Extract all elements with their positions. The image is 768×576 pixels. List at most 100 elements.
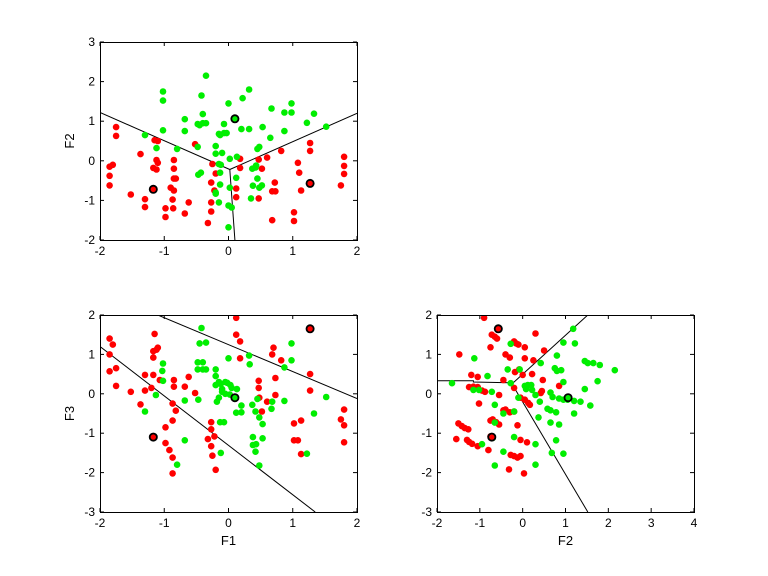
data-point-red <box>340 406 348 413</box>
data-point-green <box>553 352 561 359</box>
data-point-red <box>487 344 494 351</box>
data-point-red <box>456 351 463 358</box>
data-point-green <box>281 397 288 405</box>
data-point-red <box>106 368 113 375</box>
data-point-red <box>290 420 298 427</box>
data-point-red <box>127 388 135 396</box>
data-point-green <box>535 414 542 421</box>
data-point-red <box>555 382 563 390</box>
y-tick-label: -3 <box>421 505 432 519</box>
data-point-red <box>532 330 539 337</box>
data-point-red <box>528 370 536 378</box>
data-point-green <box>560 450 567 458</box>
data-point-red <box>258 165 266 172</box>
data-point-red <box>340 153 348 161</box>
y-tick-label: 3 <box>88 35 95 49</box>
data-point-green <box>555 421 563 428</box>
data-point-red <box>166 446 173 454</box>
x-tick-label: 1 <box>562 516 569 530</box>
data-point-green <box>491 462 499 469</box>
data-point-green <box>249 182 257 189</box>
y-axis-label: F3 <box>62 406 77 421</box>
data-point-green <box>258 182 266 189</box>
data-point-red <box>162 424 169 431</box>
data-point-red <box>141 195 149 203</box>
data-point-green <box>159 377 167 385</box>
data-point-green <box>252 440 260 448</box>
data-point-red <box>207 418 215 426</box>
data-point-green <box>560 339 567 346</box>
data-point-green <box>249 401 256 409</box>
data-point-red <box>170 187 178 194</box>
data-point-red <box>207 208 215 215</box>
data-point-green <box>197 169 205 176</box>
data-point-green <box>584 359 592 367</box>
data-point-green <box>570 397 578 405</box>
data-point-red <box>207 199 215 206</box>
data-point-green <box>228 204 235 211</box>
data-point-green <box>198 92 205 99</box>
data-point-red <box>211 433 218 440</box>
data-point-red <box>154 137 162 145</box>
data-point-red <box>141 371 149 379</box>
data-point-red <box>271 179 279 186</box>
x-tick-label: 0 <box>519 516 526 530</box>
cluster-center-marker <box>493 324 503 334</box>
x-tick-label: -1 <box>474 516 485 530</box>
y-tick-label: 1 <box>88 347 95 361</box>
data-point-red <box>520 470 528 477</box>
data-point-green <box>228 384 235 392</box>
data-point-green <box>281 364 288 371</box>
x-tick-label: 2 <box>605 516 612 530</box>
data-point-green <box>259 123 266 131</box>
data-point-green <box>288 109 295 116</box>
data-point-red <box>106 172 113 180</box>
x-tick-label: -2 <box>95 516 106 530</box>
x-tick-label: 3 <box>648 516 655 530</box>
data-point-green <box>594 377 601 385</box>
data-point-red <box>468 440 476 448</box>
data-point-red <box>337 416 345 423</box>
data-point-red <box>263 398 271 406</box>
data-point-green <box>288 340 295 347</box>
data-point-red <box>272 391 279 399</box>
data-point-red <box>537 389 544 397</box>
data-point-red <box>151 330 158 338</box>
data-point-red <box>468 371 475 379</box>
data-point-green <box>181 115 189 123</box>
data-point-green <box>159 88 167 95</box>
decision-boundary-line <box>157 315 357 399</box>
data-point-red <box>181 210 189 217</box>
data-point-green <box>199 110 207 118</box>
x-tick-label: 1 <box>289 516 296 530</box>
data-point-red <box>517 452 524 460</box>
data-point-green <box>488 388 496 396</box>
data-point-green <box>528 386 536 394</box>
data-point-green <box>590 359 597 367</box>
y-axis-label: F2 <box>62 133 77 148</box>
cluster-center-marker <box>487 432 497 442</box>
data-point-red <box>169 454 176 461</box>
data-point-green <box>475 386 483 394</box>
data-point-green <box>181 127 189 135</box>
data-point-green <box>310 410 318 417</box>
data-point-green <box>196 340 203 347</box>
data-point-green <box>268 105 275 112</box>
data-point-red <box>106 182 113 189</box>
data-point-green <box>247 195 255 202</box>
data-point-red <box>540 347 548 354</box>
data-point-green <box>516 366 523 373</box>
data-point-green <box>173 461 181 469</box>
data-point-red <box>169 400 176 407</box>
data-point-green <box>238 125 245 133</box>
data-point-red <box>294 159 302 167</box>
data-point-red <box>297 450 305 458</box>
x-axis-label: F2 <box>558 533 573 548</box>
data-point-red <box>169 417 176 424</box>
data-point-green <box>232 409 240 417</box>
y-tick-label: -3 <box>84 505 95 519</box>
data-point-green <box>245 86 253 93</box>
data-point-green <box>246 361 253 368</box>
decision-boundary-line <box>100 346 316 512</box>
